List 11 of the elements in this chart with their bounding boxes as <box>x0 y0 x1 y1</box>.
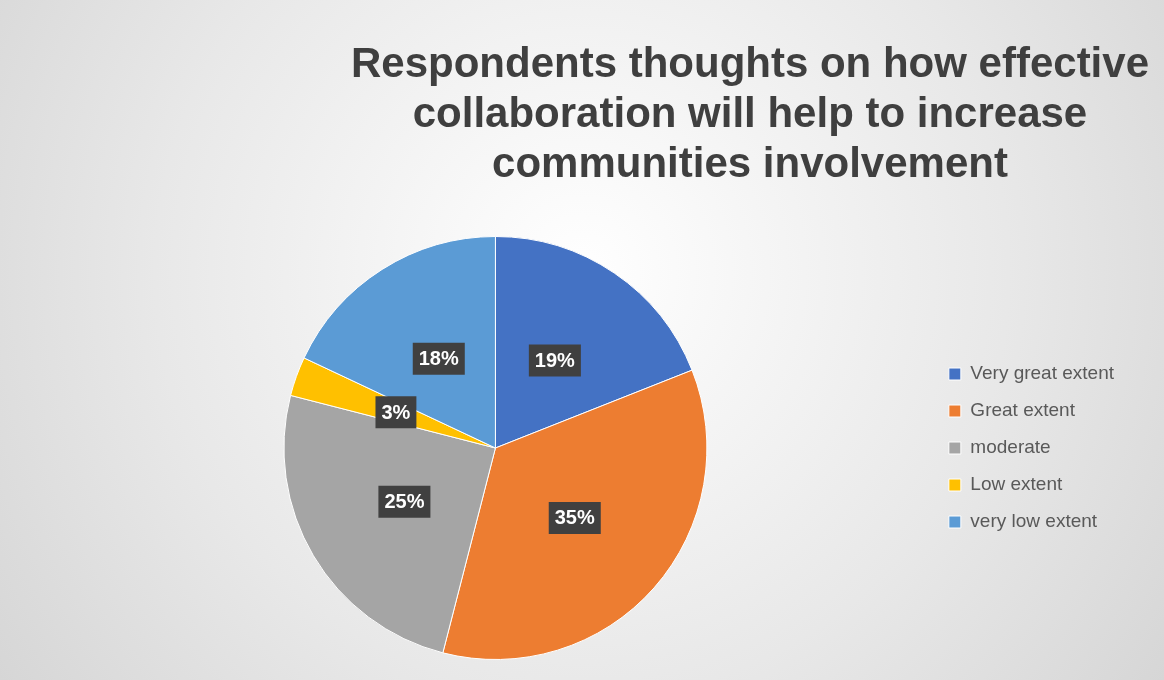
data-label: 35% <box>554 506 595 529</box>
data-label: 18% <box>418 347 459 370</box>
legend-label: Low extent <box>970 473 1063 495</box>
legend-label: moderate <box>970 436 1051 458</box>
legend-label: Great extent <box>970 399 1076 421</box>
data-label: 3% <box>381 400 411 423</box>
chart-title: Respondents thoughts on how effective collaboration will help to increase communities involvement <box>350 38 1150 188</box>
legend-label: very low extent <box>970 510 1098 532</box>
data-label: 25% <box>384 490 425 513</box>
data-label: 19% <box>534 349 576 372</box>
legend-label: Very great extent <box>970 362 1115 384</box>
